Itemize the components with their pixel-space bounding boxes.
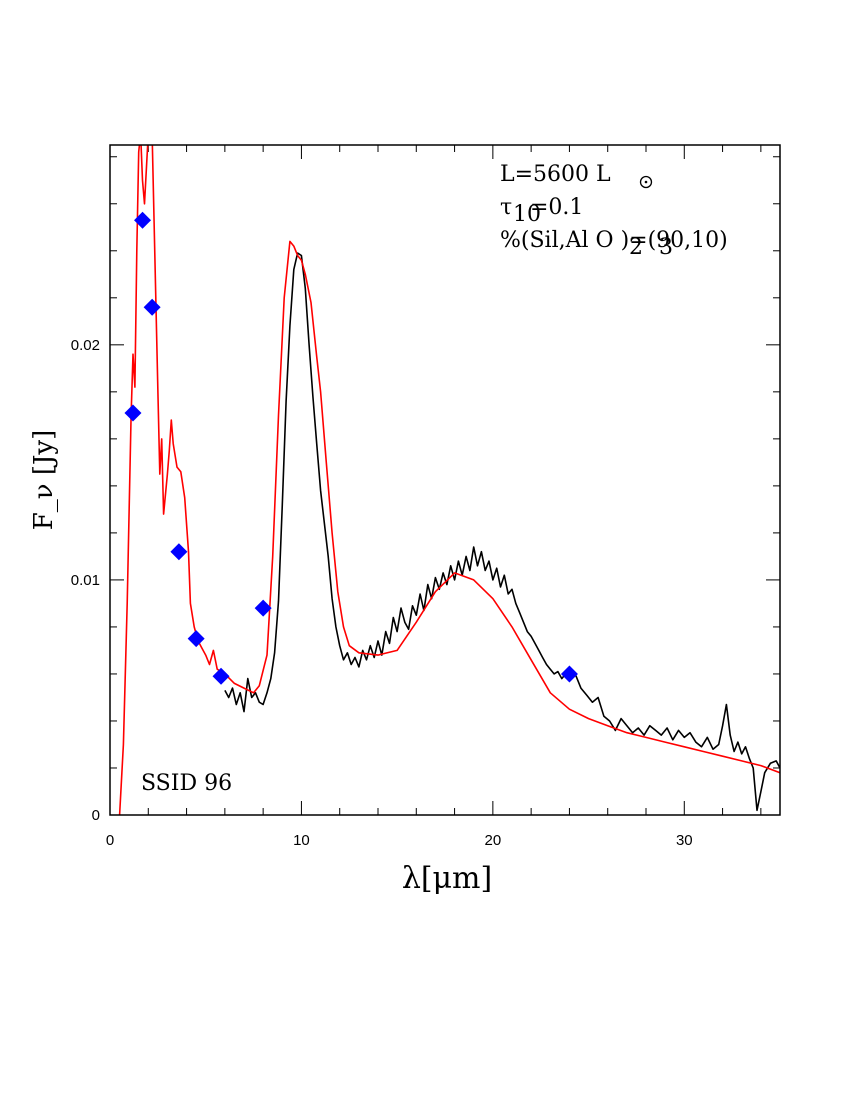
x-tick-label: 20 <box>485 832 502 849</box>
data-point <box>124 404 142 422</box>
tau-subscript: 10 <box>513 202 541 227</box>
object-label: SSID 96 <box>141 771 232 796</box>
tau-symbol: τ <box>500 195 512 220</box>
composition-label: %(Sil,Al O )=(90,10) <box>500 228 728 253</box>
x-tick-label: 0 <box>106 832 114 849</box>
y-tick-labels: 0 0.01 0.02 <box>71 337 100 824</box>
y-axis-title: F_ν [Jy] <box>29 430 59 531</box>
x-axis-title: λ[μm] <box>402 861 492 896</box>
sun-symbol <box>639 175 653 189</box>
data-point <box>254 599 272 617</box>
plot-area <box>118 145 780 815</box>
x-tick-labels: 0 10 20 30 <box>106 832 693 849</box>
x-tick-label: 10 <box>293 832 310 849</box>
data-point <box>187 630 205 648</box>
x-tick-label: 30 <box>676 832 693 849</box>
data-point <box>134 211 152 229</box>
y-tick-label: 0.02 <box>71 337 100 354</box>
luminosity-label: L=5600 L <box>500 162 611 187</box>
series-line-1 <box>118 145 780 815</box>
y-tick-label: 0 <box>92 807 100 824</box>
y-tick-label: 0.01 <box>71 572 100 589</box>
data-point <box>212 667 230 685</box>
tau-label: =0.1 <box>530 195 583 220</box>
plot-frame <box>109 144 781 816</box>
al-subscript: 2 <box>629 235 643 260</box>
data-point <box>560 665 578 683</box>
series-line-0 <box>224 252 780 812</box>
o-subscript: 3 <box>659 235 673 260</box>
data-point <box>143 298 161 316</box>
data-point <box>170 543 188 561</box>
